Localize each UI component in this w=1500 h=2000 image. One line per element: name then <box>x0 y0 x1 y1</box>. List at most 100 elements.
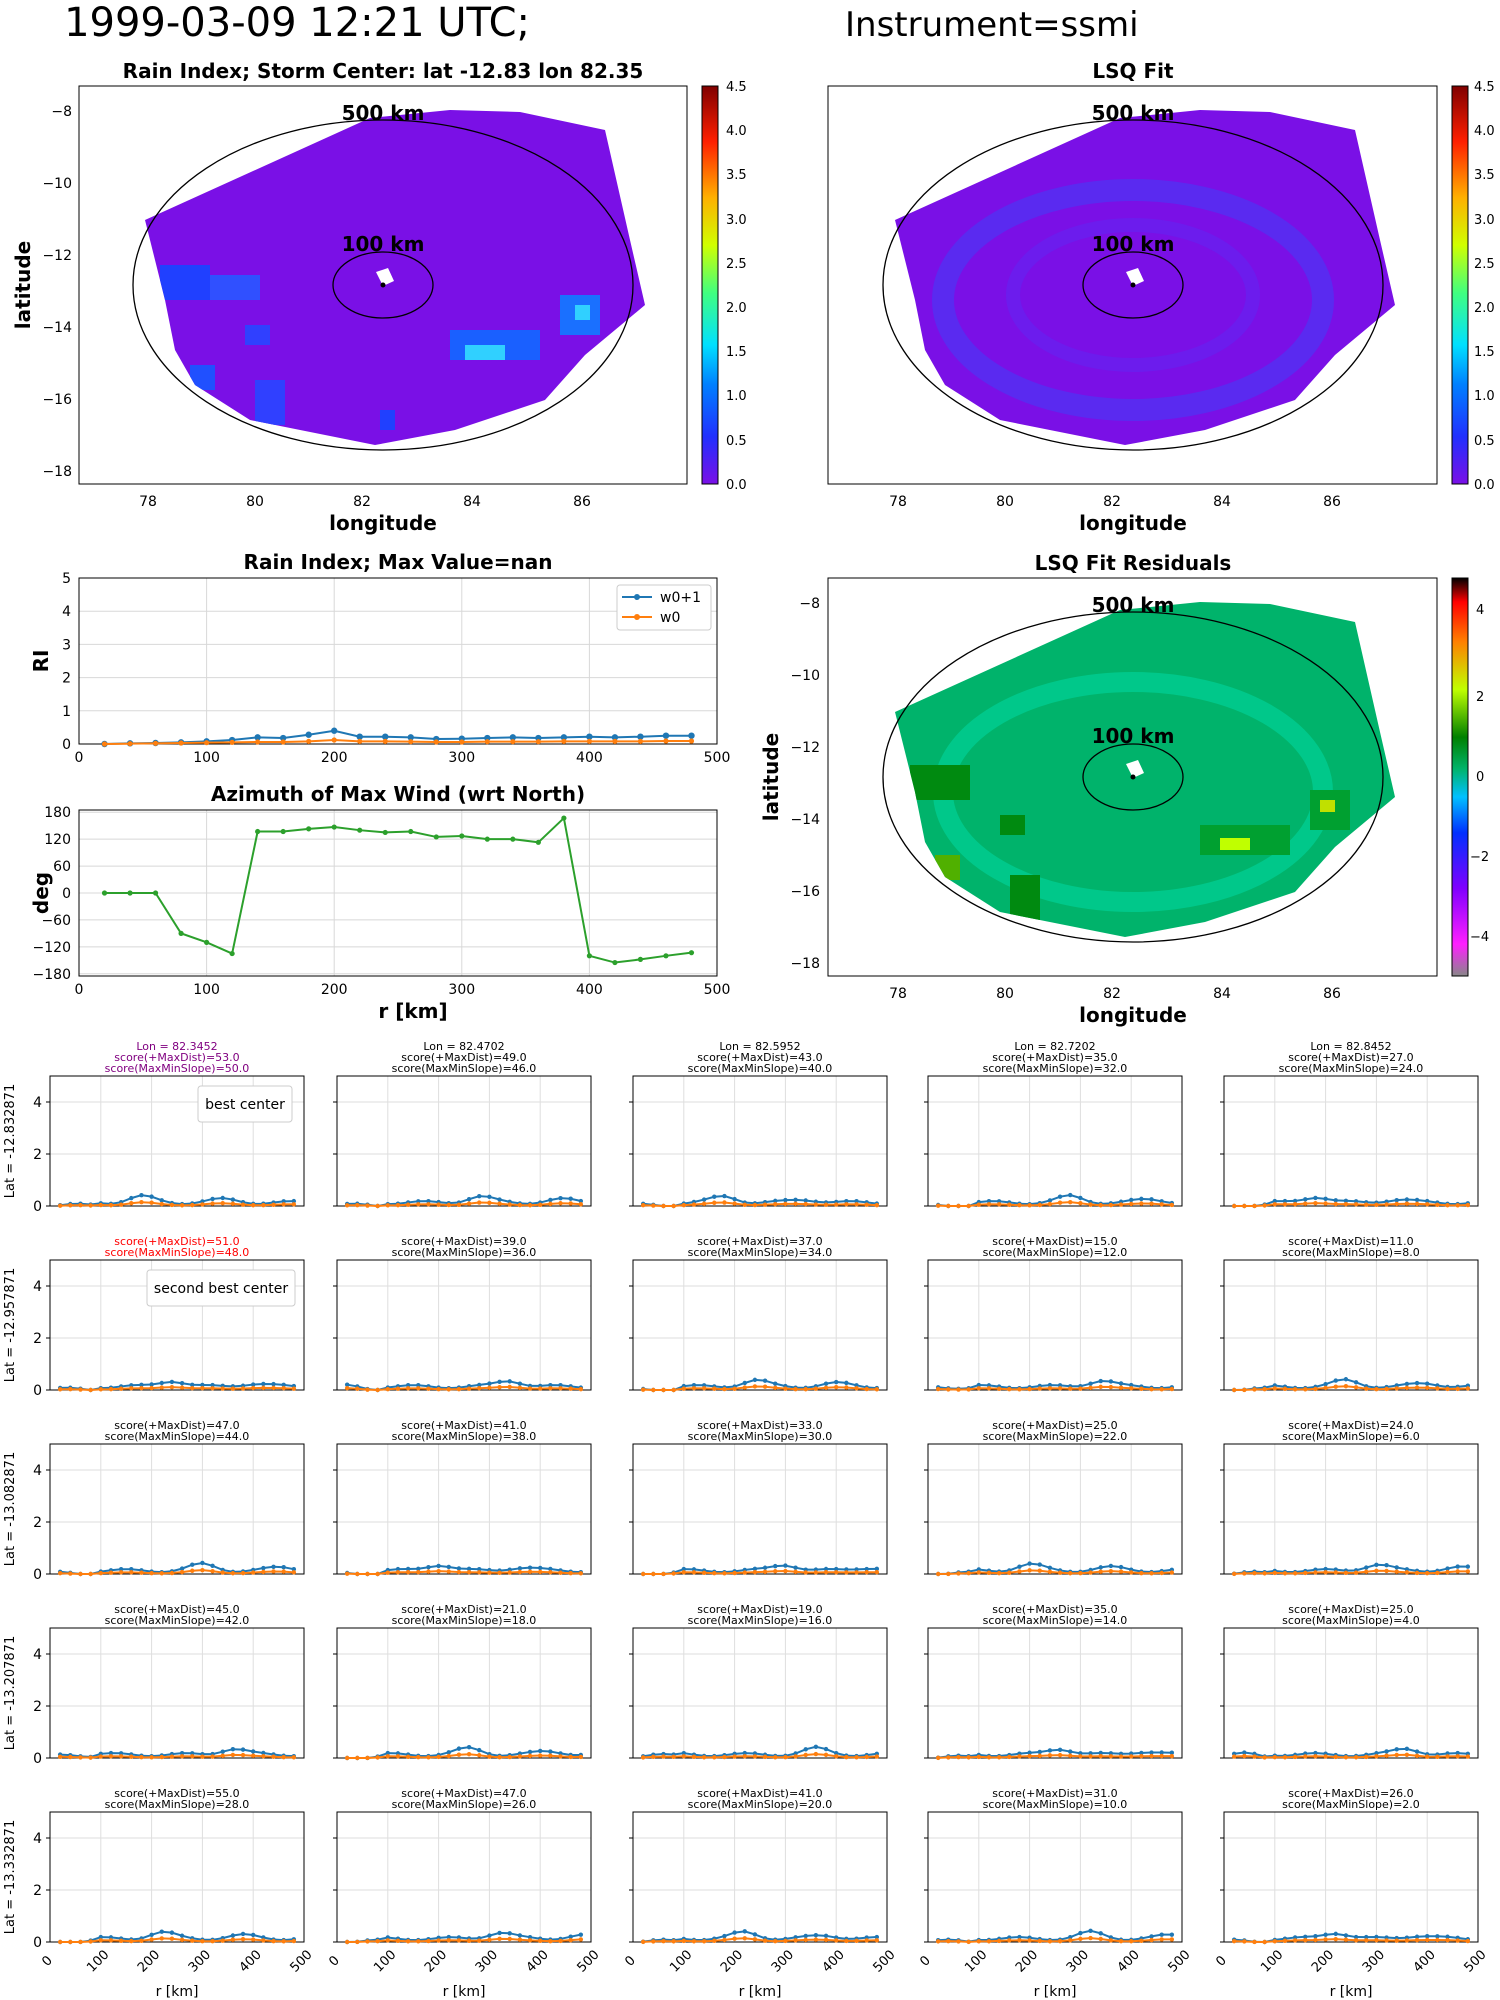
data-point <box>271 1938 276 1944</box>
plot-area <box>633 1076 887 1206</box>
data-point <box>1007 1202 1012 1207</box>
data-point <box>261 1750 266 1756</box>
data-point <box>98 1754 104 1759</box>
resid-map-ylabel: latitude <box>759 733 783 821</box>
data-point <box>1435 1570 1440 1576</box>
tick-label: −8 <box>51 104 72 120</box>
data-point <box>854 1570 859 1575</box>
data-point <box>823 1566 829 1572</box>
data-point <box>118 1570 124 1575</box>
data-point <box>1465 1938 1471 1944</box>
data-point <box>436 1568 441 1574</box>
candidate-panel: score(+MaxDist)=26.0score(MaxMinSlope)=2… <box>1213 1787 1489 2000</box>
lat-label: Lat = -13.082871 <box>3 1452 18 1566</box>
data-point <box>742 1936 747 1941</box>
candidate-panel: Lon = 82.8452score(+MaxDist)=27.0score(M… <box>1220 1040 1479 1209</box>
data-point <box>357 827 363 833</box>
tick-label: −10 <box>790 668 820 684</box>
data-point <box>1353 1938 1359 1943</box>
data-point <box>356 733 363 740</box>
data-point <box>484 734 491 742</box>
data-point <box>1374 1934 1379 1940</box>
y-tick-label: 5 <box>62 571 71 587</box>
rain-map-title: Rain Index; Storm Center: lat -12.83 lon… <box>123 59 644 83</box>
data-point <box>466 1386 472 1391</box>
rain-map-xticks: 78 80 82 84 86 <box>139 494 591 510</box>
resid-map-xticks: 78 80 82 84 86 <box>889 986 1341 1002</box>
data-point <box>535 839 541 845</box>
data-point <box>1129 1570 1134 1575</box>
data-point <box>1303 1937 1308 1943</box>
y-tick-label: −120 <box>33 940 71 956</box>
tick-label: 84 <box>1213 986 1231 1002</box>
x-tick-label: 0 <box>75 750 84 766</box>
candidate-panel: score(+MaxDist)=11.0score(MaxMinSlope)=8… <box>1220 1235 1479 1393</box>
x-tick-label: 100 <box>193 750 220 766</box>
data-point <box>1108 1202 1114 1208</box>
tick-label: 4.0 <box>726 124 747 139</box>
data-point <box>291 1567 297 1572</box>
data-point <box>240 1202 246 1207</box>
data-point <box>456 1569 462 1575</box>
tick-label: −18 <box>790 956 820 972</box>
score-label: score(+MaxDist)=31.0 <box>992 1787 1117 1800</box>
x-tick-label: 200 <box>718 1947 746 1975</box>
data-point <box>204 939 210 945</box>
x-tick-label: 100 <box>667 1947 695 1975</box>
data-point <box>395 1751 401 1756</box>
label-500km: 500 km <box>1092 101 1175 125</box>
data-point <box>497 1197 502 1202</box>
plot-area <box>337 1628 591 1758</box>
data-point <box>446 1938 451 1943</box>
data-point <box>497 1936 502 1942</box>
data-point <box>935 1939 941 1944</box>
data-point <box>538 1748 543 1754</box>
x-tick-label: 300 <box>1064 1947 1092 1975</box>
y-tick-label: 2 <box>62 671 71 687</box>
data-point <box>129 1938 134 1944</box>
legend-label: best center <box>205 1097 285 1113</box>
data-point <box>661 1754 666 1759</box>
data-point <box>129 1570 134 1575</box>
data-point <box>344 1203 350 1208</box>
x-tick-label: 0 <box>326 1953 342 1969</box>
data-point <box>1139 1750 1144 1756</box>
data-point <box>874 1938 880 1943</box>
data-point <box>1108 1384 1114 1390</box>
data-point <box>1364 1934 1369 1940</box>
x-tick-label: 0 <box>917 1953 933 1969</box>
data-point <box>1262 1939 1267 1945</box>
data-point <box>385 1203 390 1208</box>
score-label: score(MaxMinSlope)=42.0 <box>105 1614 250 1627</box>
data-point <box>688 738 695 744</box>
lsq-map-title: LSQ Fit <box>1092 59 1174 83</box>
data-point <box>1455 1203 1460 1208</box>
data-point <box>385 1570 390 1575</box>
score-label: score(+MaxDist)=53.0 <box>114 1051 239 1064</box>
data-point <box>1343 1570 1349 1576</box>
data-point <box>823 1381 829 1386</box>
data-point <box>395 1570 401 1575</box>
data-point <box>169 1930 175 1935</box>
resid-feature <box>910 765 970 800</box>
legend-label: w0+1 <box>660 590 701 606</box>
data-point <box>497 1201 502 1206</box>
data-point <box>355 1755 360 1761</box>
data-point <box>578 1932 584 1937</box>
y-tick-label: 120 <box>44 832 71 848</box>
plot-area <box>1224 1628 1478 1758</box>
data-point <box>1404 1752 1410 1757</box>
data-point <box>1169 1750 1175 1755</box>
score-label: score(+MaxDist)=39.0 <box>401 1235 526 1248</box>
data-point <box>1169 1386 1175 1392</box>
plot-area <box>633 1444 887 1574</box>
data-point <box>1088 1928 1093 1934</box>
data-point <box>722 1200 727 1205</box>
data-point <box>1037 1568 1042 1573</box>
tick-label: 80 <box>996 494 1014 510</box>
data-point <box>1303 1387 1308 1392</box>
data-point <box>446 1569 451 1574</box>
x-tick-label: 100 <box>193 982 220 998</box>
data-point <box>375 1387 380 1393</box>
data-point <box>1282 1198 1288 1204</box>
